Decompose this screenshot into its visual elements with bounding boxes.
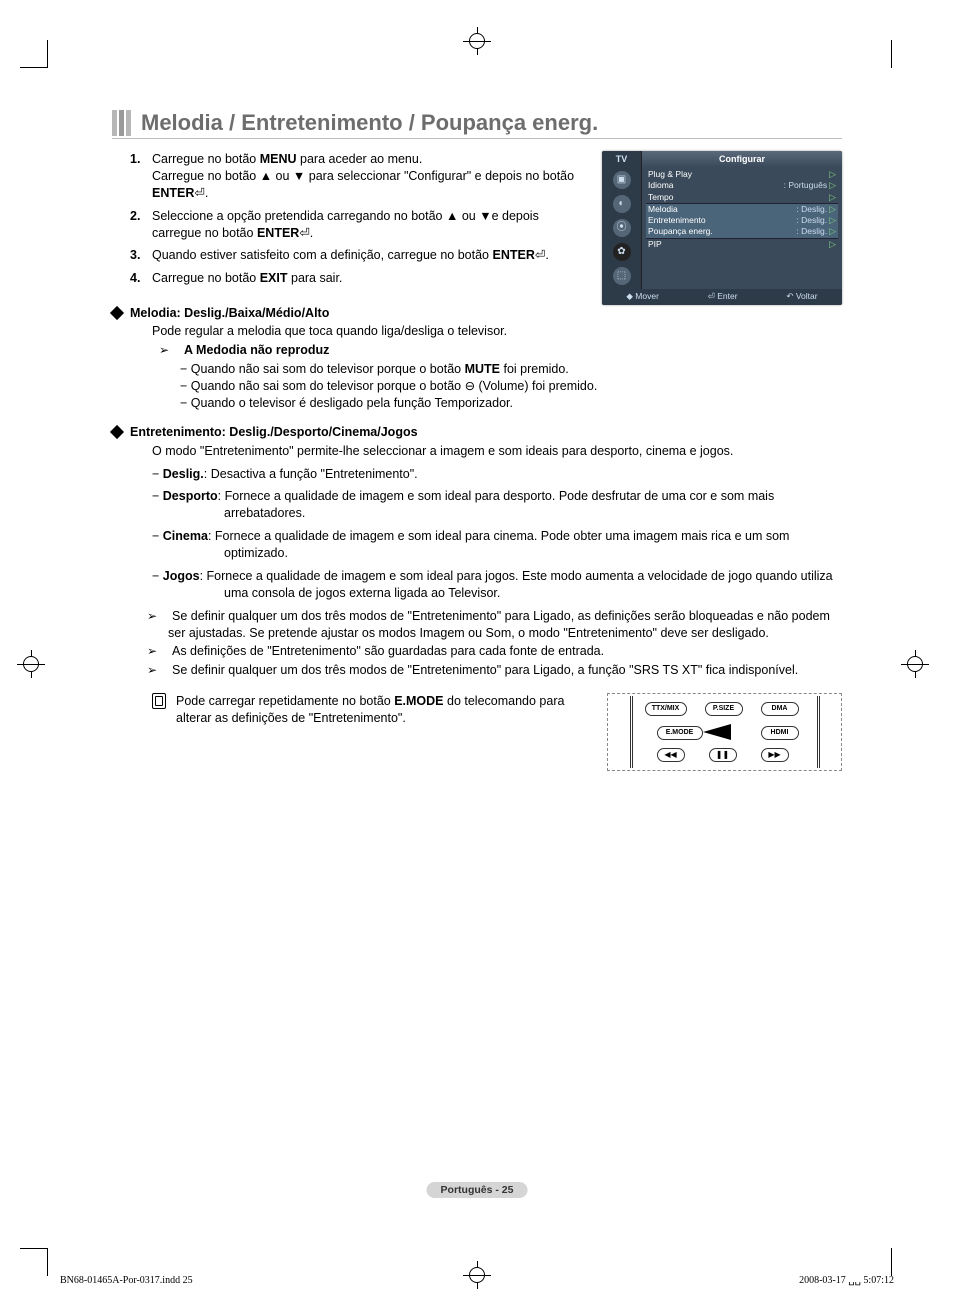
footer-timestamp: 2008-03-17 ␣␣ 5:07:12	[799, 1275, 894, 1286]
osd-arrow-icon: ▷	[829, 239, 836, 250]
list-item: − Cinema: Fornece a qualidade de imagem …	[152, 528, 842, 562]
footer-filename: BN68-01465A-Por-0317.indd 25	[60, 1275, 193, 1286]
note-arrow-icon	[152, 662, 168, 679]
osd-sound-icon: ◐	[613, 195, 631, 213]
osd-arrow-icon: ▷	[829, 169, 836, 180]
list-item: − Desporto: Fornece a qualidade de image…	[152, 488, 842, 522]
note-line: As definições de "Entretenimento" são gu…	[152, 643, 842, 660]
remote-icon	[152, 693, 166, 709]
step-text: Seleccione a opção pretendida carregando…	[152, 208, 584, 242]
remote-callout: Pode carregar repetidamente no botão E.M…	[112, 693, 842, 771]
osd-item-label: Melodia	[648, 204, 796, 215]
osd-item-value: : Deslig.	[796, 215, 827, 226]
osd-item-label: Poupança energ.	[648, 226, 796, 237]
osd-menu-title: Configurar	[642, 151, 842, 167]
list-item: − Quando não sai som do televisor porque…	[180, 378, 842, 395]
osd-arrow-icon: ▷	[829, 180, 836, 191]
page-number-badge: Português - 25	[427, 1182, 528, 1198]
osd-screenshot: TV Configurar ▣ ◐ ⦿ ✿ ⬚ Plug & Play▷ Idi…	[602, 151, 842, 305]
title-accent-bars	[112, 110, 131, 136]
note-text: Se definir qualquer um dos três modos de…	[172, 663, 798, 677]
list-item: − Deslig.: Desactiva a função "Entreteni…	[152, 466, 842, 483]
page-title: Melodia / Entretenimento / Poupança ener…	[141, 110, 598, 136]
note-line: Se definir qualquer um dos três modos de…	[152, 608, 842, 642]
note-text: As definições de "Entretenimento" são gu…	[172, 644, 604, 658]
remote-btn-emode: E.MODE	[657, 726, 703, 740]
osd-source-label: TV	[602, 151, 642, 167]
remote-btn: ❚❚	[709, 748, 737, 762]
registration-mark	[20, 653, 42, 680]
osd-item-label: Entretenimento	[648, 215, 796, 226]
step-text: Carregue no botão MENU para aceder ao me…	[152, 151, 584, 202]
diamond-bullet-icon	[110, 306, 124, 320]
diamond-bullet-icon	[110, 425, 124, 439]
osd-hint-return: ↶ Voltar	[786, 291, 817, 302]
osd-item-value: : Deslig.	[796, 204, 827, 215]
osd-item-label: Plug & Play	[648, 169, 827, 180]
osd-channel-icon: ⦿	[613, 219, 631, 237]
note-title: A Medodia não reproduz	[184, 343, 329, 357]
remote-illustration: TTX/MIX P.SIZE DMA E.MODE HDMI ◀◀ ❚❚ ▶▶	[607, 693, 842, 771]
osd-arrow-icon: ▷	[829, 192, 836, 203]
step-number: 1.	[130, 151, 152, 202]
section-entretenimento: Entretenimento: Deslig./Desporto/Cinema/…	[112, 424, 842, 679]
crop-mark	[20, 40, 48, 68]
note-arrow-icon	[152, 608, 168, 625]
option-list: − Deslig.: Desactiva a função "Entreteni…	[152, 466, 842, 602]
osd-picture-icon: ▣	[613, 171, 631, 189]
remote-btn: DMA	[761, 702, 799, 716]
osd-icon-column: ▣ ◐ ⦿ ✿ ⬚	[602, 167, 642, 289]
list-item: − Quando não sai som do televisor porque…	[180, 361, 842, 378]
note-line: Se definir qualquer um dos três modos de…	[152, 662, 842, 679]
step-text: Quando estiver satisfeito com a definiçã…	[152, 247, 584, 264]
osd-input-icon: ⬚	[613, 267, 631, 285]
remote-btn: P.SIZE	[705, 702, 743, 716]
crop-mark	[891, 40, 892, 68]
note-arrow-icon	[164, 342, 180, 359]
osd-arrow-icon: ▷	[829, 215, 836, 226]
page-title-bar: Melodia / Entretenimento / Poupança ener…	[112, 110, 842, 139]
step-number: 2.	[130, 208, 152, 242]
osd-items: Plug & Play▷ Idioma: Português▷ Tempo▷ M…	[642, 167, 842, 289]
osd-item-label: Idioma	[648, 180, 784, 191]
section-title: Entretenimento: Deslig./Desporto/Cinema/…	[130, 424, 418, 441]
crop-mark	[20, 1248, 48, 1276]
note-arrow-icon	[152, 643, 168, 660]
osd-arrow-icon: ▷	[829, 226, 836, 237]
section-title: Melodia: Deslig./Baixa/Médio/Alto	[130, 305, 329, 322]
note-line: A Medodia não reproduz	[164, 342, 842, 359]
osd-item-value: : Deslig.	[796, 226, 827, 237]
osd-item-label: Tempo	[648, 192, 827, 203]
section-melodia: Melodia: Deslig./Baixa/Médio/Alto Pode r…	[112, 305, 842, 412]
step-number: 3.	[130, 247, 152, 264]
list-item: − Quando o televisor é desligado pela fu…	[180, 395, 842, 412]
remote-btn: ◀◀	[657, 748, 685, 762]
section-desc: Pode regular a melodia que toca quando l…	[152, 323, 842, 340]
registration-mark	[466, 30, 488, 52]
crop-mark	[891, 1248, 892, 1276]
osd-item-value: : Português	[784, 180, 827, 191]
note-text: Se definir qualquer um dos três modos de…	[168, 609, 830, 640]
osd-item-label: PIP	[648, 239, 827, 250]
page-content: Melodia / Entretenimento / Poupança ener…	[112, 110, 842, 771]
remote-btn: TTX/MIX	[645, 702, 687, 716]
pointer-arrow-icon	[703, 722, 739, 742]
remote-text: Pode carregar repetidamente no botão E.M…	[176, 693, 607, 771]
osd-hint-move: ◆ Mover	[626, 291, 659, 302]
registration-mark	[904, 653, 926, 680]
print-footer: BN68-01465A-Por-0317.indd 25 2008-03-17 …	[60, 1275, 894, 1286]
step-text: Carregue no botão EXIT para sair.	[152, 270, 584, 287]
remote-btn: HDMI	[761, 726, 799, 740]
list-item: − Jogos: Fornece a qualidade de imagem e…	[152, 568, 842, 602]
section-desc: O modo "Entretenimento" permite-lhe sele…	[152, 443, 842, 460]
osd-setup-icon: ✿	[613, 243, 631, 261]
osd-footer: ◆ Mover ⏎ Enter ↶ Voltar	[602, 289, 842, 304]
step-number: 4.	[130, 270, 152, 287]
remote-btn: ▶▶	[761, 748, 789, 762]
osd-hint-enter: ⏎ Enter	[708, 291, 738, 302]
note-sublist: − Quando não sai som do televisor porque…	[180, 361, 842, 412]
osd-arrow-icon: ▷	[829, 204, 836, 215]
